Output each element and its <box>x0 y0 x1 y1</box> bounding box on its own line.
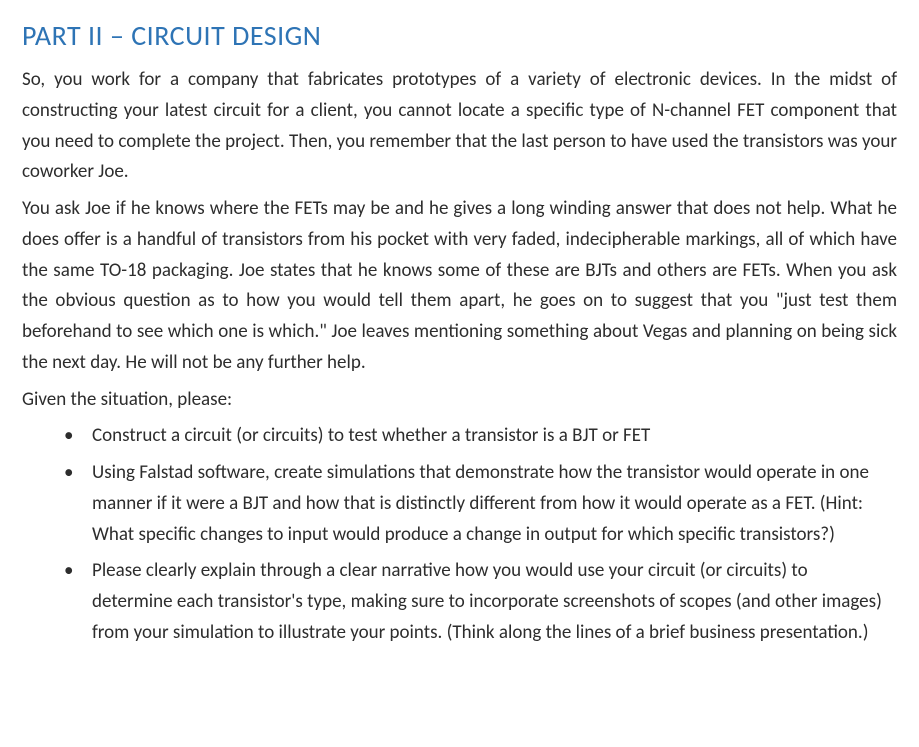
paragraph-3: Given the situation, please: <box>22 385 897 416</box>
document-page: PART II – CIRCUIT DESIGN So, you work fo… <box>0 0 919 685</box>
bullet-list: Construct a circuit (or circuits) to tes… <box>22 421 897 648</box>
paragraph-2: You ask Joe if he knows where the FETs m… <box>22 194 897 379</box>
list-item: Construct a circuit (or circuits) to tes… <box>92 421 897 452</box>
list-item: Please clearly explain through a clear n… <box>92 556 897 648</box>
section-heading: PART II – CIRCUIT DESIGN <box>22 18 897 53</box>
paragraph-1: So, you work for a company that fabricat… <box>22 65 897 188</box>
list-item: Using Falstad software, create simulatio… <box>92 458 897 550</box>
